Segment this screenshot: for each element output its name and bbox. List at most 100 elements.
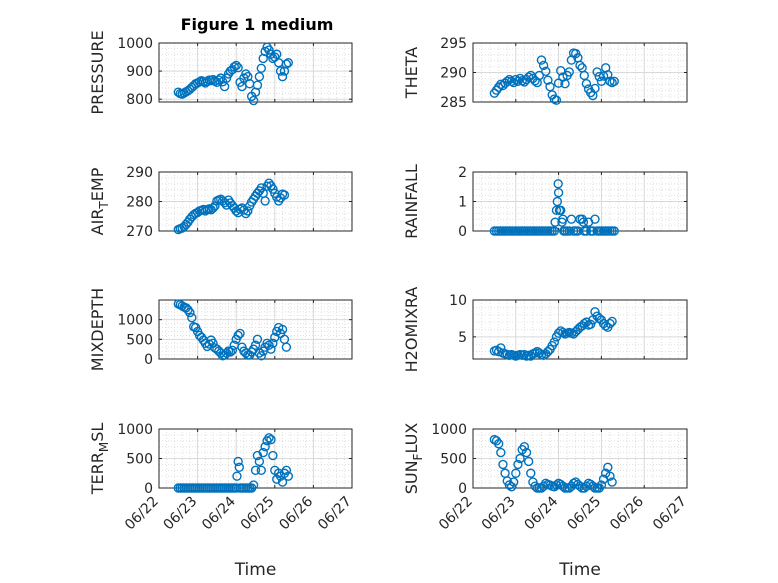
data-point	[208, 203, 218, 213]
data-point	[281, 59, 292, 69]
data-point	[493, 439, 504, 449]
data-point	[250, 340, 261, 350]
data-point	[558, 72, 568, 82]
y-tick-label: 900	[126, 64, 153, 80]
data-point	[549, 226, 560, 236]
data-point	[248, 480, 259, 490]
data-point	[233, 330, 243, 341]
data-point	[551, 205, 562, 216]
data-point	[235, 328, 245, 339]
data-point	[268, 450, 278, 461]
axes-box	[158, 299, 353, 360]
x-tick-label: 06/27	[650, 494, 690, 534]
y-axis-label: THETA	[402, 47, 421, 99]
data-point	[250, 465, 261, 475]
data-point	[277, 477, 288, 487]
figure-title: Figure 1 medium	[181, 15, 334, 34]
x-tick-label: 06/23	[479, 494, 519, 534]
y-tick-label: 1	[458, 195, 467, 211]
y-tick-label: 500	[126, 332, 153, 348]
data-point	[279, 190, 290, 200]
data-point	[498, 459, 508, 470]
data-point	[283, 57, 294, 68]
data-point	[553, 187, 564, 198]
data-point	[530, 348, 540, 358]
data-point	[579, 318, 589, 329]
y-tick-label: 280	[126, 195, 153, 211]
y-tick-label: 290	[126, 165, 153, 181]
data-point	[277, 72, 288, 82]
y-tick-label: 1000	[117, 36, 153, 52]
data-point	[605, 318, 615, 329]
data-point	[275, 66, 286, 76]
data-point	[594, 71, 604, 82]
x-tick-label: 06/27	[315, 494, 355, 534]
data-point	[258, 447, 268, 458]
data-point	[536, 55, 547, 65]
panel-theta: 285 290 295 THETA	[402, 36, 688, 111]
y-tick-label: 500	[440, 452, 467, 468]
data-point	[607, 316, 617, 327]
data-point	[496, 447, 506, 458]
data-point	[550, 217, 560, 227]
y-tick-label: 285	[440, 95, 467, 111]
x-tick-label: 06/23	[161, 494, 201, 534]
data-point	[272, 49, 282, 59]
data-point	[581, 79, 592, 89]
y-tick-label: 0	[144, 481, 153, 497]
data-point	[590, 214, 600, 224]
data-point	[556, 66, 566, 76]
data-point	[225, 347, 236, 357]
y-tick-label: 10	[449, 293, 467, 309]
data-point	[605, 471, 615, 481]
panel-pressure: 800 900 1000 PRESSURE	[88, 30, 353, 115]
data-point	[256, 351, 266, 361]
data-point	[227, 345, 238, 356]
data-point	[233, 63, 243, 73]
data-point	[233, 456, 243, 467]
data-point	[596, 480, 607, 490]
data-point	[590, 83, 600, 94]
data-point	[221, 348, 232, 358]
y-tick-label: 0	[458, 224, 467, 240]
data-point	[579, 70, 589, 81]
data-point	[543, 75, 553, 85]
data-point	[592, 67, 602, 77]
data-point	[586, 319, 596, 330]
data-point	[260, 442, 270, 452]
y-tick-label: 290	[440, 66, 467, 82]
data-point	[256, 63, 266, 73]
data-point	[575, 481, 585, 491]
data-point	[266, 434, 276, 445]
data-point	[502, 76, 512, 87]
x-axis-label: Time	[558, 560, 601, 580]
y-tick-label: 5	[458, 330, 467, 346]
data-point	[538, 60, 549, 71]
data-point	[523, 456, 534, 467]
data-point	[252, 450, 263, 461]
data-point	[219, 81, 230, 92]
data-point	[551, 480, 562, 490]
data-point	[560, 79, 570, 89]
data-point	[252, 80, 263, 90]
data-point	[231, 60, 241, 71]
data-point	[553, 179, 563, 189]
y-tick-label: 1000	[117, 422, 153, 438]
data-point	[260, 196, 270, 206]
data-point	[256, 183, 266, 193]
panel-mixdepth: 0 500 1000 MIXDEPTH	[88, 288, 353, 371]
data-point	[515, 453, 525, 464]
data-point	[268, 338, 278, 348]
x-tick-label: 06/22	[122, 494, 162, 534]
data-point	[609, 76, 619, 87]
data-point	[552, 196, 563, 207]
data-point	[575, 60, 585, 71]
data-point	[588, 481, 598, 491]
data-point	[534, 70, 545, 81]
data-point	[564, 67, 574, 77]
data-point	[248, 95, 259, 106]
y-tick-label: 0	[458, 481, 467, 497]
data-point	[241, 208, 251, 219]
y-tick-label: 0	[144, 352, 153, 368]
